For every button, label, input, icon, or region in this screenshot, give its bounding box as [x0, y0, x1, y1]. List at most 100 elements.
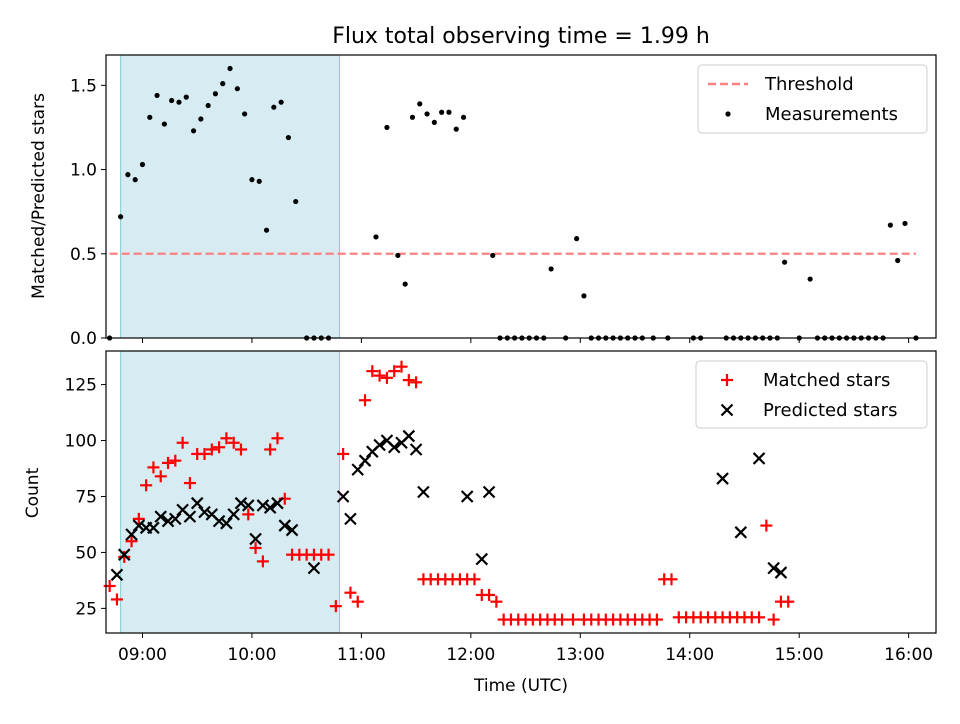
matched-star-point [337, 447, 350, 460]
y-tick-label: 75 [75, 487, 97, 507]
measurement-point [902, 220, 908, 227]
matched-star-point [183, 477, 196, 490]
measurement-point [183, 94, 189, 100]
measurement-point [439, 109, 445, 115]
predicted-star-point [344, 512, 357, 526]
matched-star-point [118, 550, 131, 563]
matched-star-point [329, 600, 342, 613]
matched-star-point [147, 461, 160, 474]
measurement-point [256, 178, 262, 184]
top-x-ticks [141, 338, 910, 343]
top-y-axis-label: Matched/Predicted stars [29, 93, 49, 299]
measurement-point [205, 102, 211, 109]
measurement-point [460, 114, 467, 120]
matched-star-point [264, 443, 277, 456]
measurement-point [242, 111, 248, 117]
predicted-star-point [110, 568, 124, 582]
x-tick-label: 12:00 [446, 645, 495, 665]
measurement-point [271, 104, 277, 110]
y-tick-label: 1.0 [70, 161, 97, 181]
x-tick-label: 15:00 [775, 645, 824, 665]
bottom-shaded-span [120, 350, 340, 634]
measurement-point [278, 99, 284, 105]
matched-star-point [140, 479, 153, 492]
predicted-star-point [117, 548, 131, 561]
measurement-point [887, 222, 893, 228]
y-tick-label: 25 [75, 599, 97, 619]
measurement-point [384, 124, 390, 131]
shaded-span-rect [120, 54, 340, 339]
matched-star-point [468, 573, 481, 586]
predicted-star-point [734, 526, 748, 539]
measurement-point [581, 293, 587, 299]
measurement-point [234, 86, 240, 92]
measurement-point [249, 177, 255, 183]
top-panel: 0.0 0.5 1.0 1.5 Matched/Predicted stars Thr… [29, 54, 937, 349]
measurement-point [139, 161, 146, 168]
top-legend-measurements-swatch [725, 111, 731, 117]
y-tick-label: 1.5 [70, 76, 97, 96]
bottom-x-ticks: 09:00 10:00 11:00 12:00 13:00 14:00 15:00 16:00 [118, 633, 933, 665]
matched-star-point [402, 374, 415, 387]
bottom-legend: Matched stars Predicted stars [695, 360, 928, 429]
matched-star-point [380, 371, 393, 384]
predicted-star-point [190, 496, 204, 510]
matched-star-point [249, 541, 262, 554]
matched-star-point [410, 376, 423, 389]
matched-star-point [234, 443, 247, 456]
matched-star-point [220, 432, 233, 445]
measurement-point [263, 227, 270, 233]
matched-star-point [753, 611, 766, 624]
measurement-point [781, 259, 788, 265]
y-tick-label: 100 [65, 432, 97, 452]
bottom-y-ticks: 25 50 75 100 125 [65, 376, 106, 619]
measurement-point [154, 92, 160, 99]
matched-star-point [162, 456, 175, 469]
bottom-y-axis-label: Count [23, 467, 43, 518]
predicted-star-point [234, 496, 248, 510]
matched-star-point [388, 365, 401, 378]
top-legend-box [697, 64, 928, 134]
matched-star-point [213, 441, 226, 454]
matched-star-point [373, 369, 386, 382]
measurement-point [147, 114, 153, 120]
top-y-ticks: 0.0 0.5 1.0 1.5 [70, 76, 106, 349]
matched-star-point [483, 588, 496, 601]
measurement-point [176, 99, 182, 105]
predicted-star-point [198, 505, 211, 519]
predicted-star-point [227, 508, 240, 521]
measurement-point [409, 114, 416, 120]
predicted-star-point [373, 438, 386, 452]
measurement-point [424, 111, 430, 117]
predicted-star-point [132, 519, 146, 532]
measurement-point [417, 101, 423, 107]
predicted-star-point [336, 490, 350, 503]
matched-star-point [110, 593, 123, 606]
matched-star-point [227, 436, 240, 449]
matched-star-point [169, 454, 182, 467]
predicted-star-point [716, 472, 729, 485]
predicted-star-point [460, 490, 474, 503]
predicted-star-point [417, 485, 430, 499]
bottom-legend-predicted-swatch [720, 403, 734, 417]
bottom-panel-frame [105, 350, 937, 634]
matched-star-point [344, 586, 357, 599]
predicted-star-point [351, 463, 365, 476]
bottom-legend-box [695, 360, 928, 429]
measurement-point [212, 91, 219, 97]
predicted-star-point [154, 510, 168, 523]
matched-star-point [650, 613, 663, 626]
measurement-point [117, 214, 124, 220]
matched-star-point [154, 470, 167, 483]
predicted-star-point [774, 566, 788, 579]
predicted-star-point [278, 519, 292, 532]
x-tick-label: 10:00 [227, 645, 276, 665]
matched-star-point [132, 512, 145, 525]
predicted-star-point [220, 517, 233, 530]
predicted-star-point [161, 514, 175, 528]
predicted-star-point [482, 485, 496, 499]
predicted-star-point [256, 499, 270, 512]
measurement-point [293, 198, 299, 205]
